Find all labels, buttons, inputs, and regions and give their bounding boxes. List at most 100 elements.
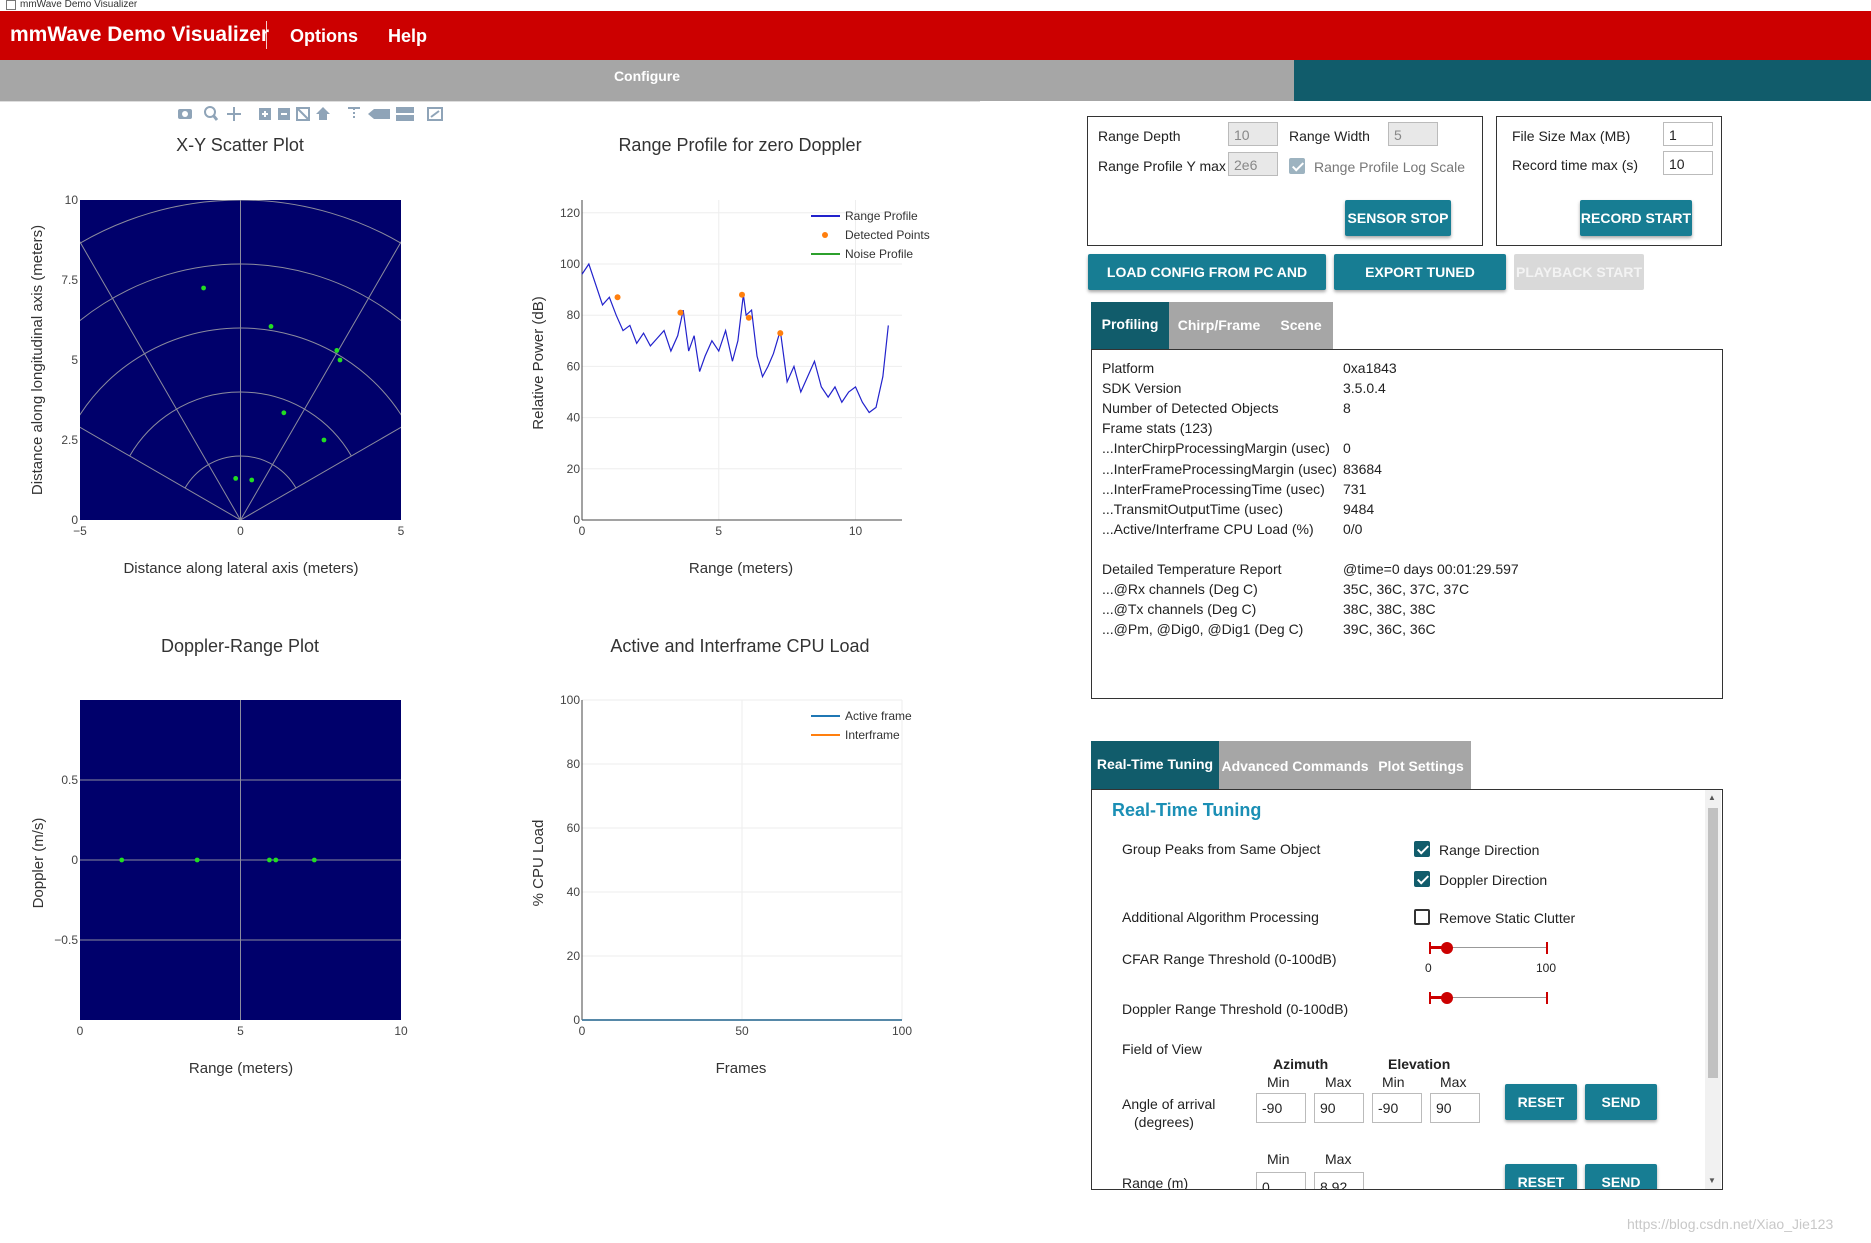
cpu-x-ticks: 0 50 100 <box>579 1024 913 1038</box>
range-send-button[interactable]: SEND <box>1585 1164 1657 1189</box>
scroll-down-icon[interactable]: ▼ <box>1708 1176 1716 1185</box>
stat-label: SDK Version <box>1102 380 1182 397</box>
camera-icon[interactable] <box>178 109 192 119</box>
hover-compare-icon[interactable] <box>396 107 414 121</box>
legend-detected-points[interactable]: Detected Points <box>845 228 930 242</box>
stat-value: 9484 <box>1343 500 1375 517</box>
doppler-point <box>311 857 317 863</box>
range-max-input[interactable]: 8.92 <box>1314 1172 1364 1189</box>
range-direction-checkbox[interactable] <box>1414 841 1430 857</box>
pan-icon[interactable] <box>227 107 241 121</box>
doppler-range-plot[interactable]: 0 5 10 −0.5 0 0.5 Range (meters) Doppler… <box>30 700 408 1077</box>
home-icon[interactable] <box>316 107 330 120</box>
doppler-plot-title: Doppler-Range Plot <box>160 636 320 656</box>
spike-icon[interactable] <box>348 107 360 120</box>
slider-handle[interactable] <box>1440 992 1453 1004</box>
range-profile-legend[interactable]: Range Profile Detected Points Noise Prof… <box>811 209 930 261</box>
tick-label: 5 <box>71 353 78 367</box>
cpu-load-plot[interactable]: 0 50 100 0 20 40 60 80 100 Active frame … <box>530 693 912 1077</box>
sensor-stop-button[interactable]: SENSOR STOP <box>1345 200 1451 236</box>
legend-interframe[interactable]: Interframe <box>845 728 900 742</box>
scrollbar[interactable]: ▲ ▼ <box>1705 790 1721 1189</box>
logo-icon[interactable] <box>427 107 443 121</box>
tick-label: 10 <box>65 193 79 207</box>
stat-value: 0xa1843 <box>1343 360 1397 376</box>
scatter-polar-grid <box>80 200 401 520</box>
tab-plot-settings[interactable]: Plot Settings <box>1371 741 1471 789</box>
detected-point <box>739 291 745 298</box>
export-profile-button[interactable]: EXPORT TUNED PROFILE <box>1334 254 1506 316</box>
menu-help[interactable]: Help <box>388 26 428 46</box>
plot-toolbar-icons <box>178 106 443 121</box>
record-start-button[interactable]: RECORD START <box>1580 200 1692 236</box>
playback-start-button[interactable]: PLAYBACK START <box>1514 254 1644 290</box>
menu-options[interactable]: Options <box>290 26 358 46</box>
angle-reset-button[interactable]: RESET <box>1505 1084 1577 1120</box>
range-profile-plot[interactable]: 0 5 10 0 20 40 60 80 100 120 Range Profi… <box>530 200 930 577</box>
file-size-input[interactable]: 1 <box>1663 122 1713 146</box>
scatter-x-ticks: −5 0 5 <box>73 524 405 538</box>
tick-label: 10 <box>394 1024 408 1038</box>
group-peaks-label: Group Peaks from Same Object <box>1122 841 1321 857</box>
tick-label: 20 <box>567 949 581 963</box>
angle-send-button[interactable]: SEND <box>1585 1084 1657 1120</box>
doppler-point <box>266 857 272 863</box>
record-time-input[interactable]: 10 <box>1663 151 1713 175</box>
range-width-input[interactable]: 5 <box>1388 122 1438 146</box>
legend-noise-profile[interactable]: Noise Profile <box>845 247 913 261</box>
tab-profiling[interactable]: Profiling <box>1091 302 1169 350</box>
zoom-out-icon[interactable] <box>278 108 290 120</box>
range-profile-series <box>581 262 889 414</box>
tab-chirp-frame[interactable]: Chirp/Frame <box>1169 302 1269 350</box>
doppler-threshold-slider[interactable] <box>1429 990 1549 1006</box>
az-min-input[interactable]: -90 <box>1256 1093 1306 1123</box>
record-time-label: Record time max (s) <box>1512 157 1639 173</box>
tab-bar-right[interactable] <box>1294 60 1871 101</box>
doppler-point <box>273 857 279 863</box>
zoom-icon[interactable] <box>204 106 219 121</box>
range-reset-button[interactable]: RESET <box>1505 1164 1577 1189</box>
range-min-input[interactable]: 0 <box>1256 1172 1306 1189</box>
load-config-button[interactable]: LOAD CONFIG FROM PC AND SEND <box>1088 254 1326 316</box>
range-depth-input[interactable]: 10 <box>1228 122 1278 146</box>
tick-label: 100 <box>892 1024 912 1038</box>
zoom-in-icon[interactable] <box>259 108 271 120</box>
detected-point <box>614 294 621 301</box>
scatter-plot[interactable]: −5 0 5 0 2.5 5 7.5 10 Distance along lat… <box>0 150 573 577</box>
cpu-load-legend[interactable]: Active frame Interframe <box>811 709 912 742</box>
angle-ray <box>80 241 241 520</box>
scroll-up-icon[interactable]: ▲ <box>1708 793 1716 802</box>
az-max-input[interactable]: 90 <box>1314 1093 1364 1123</box>
app-header: mmWave Demo Visualizer Options Help <box>0 11 1871 60</box>
autoscale-icon[interactable] <box>296 107 310 121</box>
range-ymax-input[interactable]: 2e6 <box>1228 152 1278 176</box>
tab-configure[interactable]: Configure <box>0 60 1294 101</box>
tick-label: 100 <box>560 257 580 271</box>
cfar-threshold-slider[interactable] <box>1429 940 1549 956</box>
tick-label: 60 <box>567 821 581 835</box>
tab-scene[interactable]: Scene <box>1269 302 1333 350</box>
doppler-direction-checkbox[interactable] <box>1414 871 1430 887</box>
el-max-input[interactable]: 90 <box>1430 1093 1480 1123</box>
window-title: mmWave Demo Visualizer <box>20 0 138 10</box>
tab-real-time-tuning[interactable]: Real-Time Tuning <box>1091 741 1219 789</box>
remove-clutter-checkbox[interactable] <box>1414 909 1430 925</box>
scrollbar-thumb[interactable] <box>1708 808 1718 1078</box>
el-min-input[interactable]: -90 <box>1372 1093 1422 1123</box>
tick-label: 60 <box>567 359 581 373</box>
range-profile-y-ticks: 0 20 40 60 80 100 120 <box>560 206 580 527</box>
tab-advanced-commands[interactable]: Advanced Commands <box>1219 741 1371 789</box>
angle-ray <box>240 426 401 520</box>
log-scale-checkbox[interactable] <box>1289 158 1305 174</box>
field-of-view-label: Field of View <box>1122 1041 1202 1057</box>
cpu-x-axis-label: Frames <box>716 1060 767 1077</box>
legend-range-profile[interactable]: Range Profile <box>845 209 918 223</box>
stat-value: 35C, 36C, 37C, 37C <box>1343 581 1470 597</box>
legend-active-frame[interactable]: Active frame <box>845 709 912 723</box>
stat-value: 39C, 36C, 36C <box>1343 621 1436 638</box>
tick-label: −0.5 <box>54 933 78 947</box>
slider-handle[interactable] <box>1440 942 1453 954</box>
stat-value: @time=0 days 00:01:29.597 <box>1343 560 1519 577</box>
tick-label: 10 <box>849 524 863 538</box>
hover-closest-icon[interactable] <box>368 109 390 119</box>
